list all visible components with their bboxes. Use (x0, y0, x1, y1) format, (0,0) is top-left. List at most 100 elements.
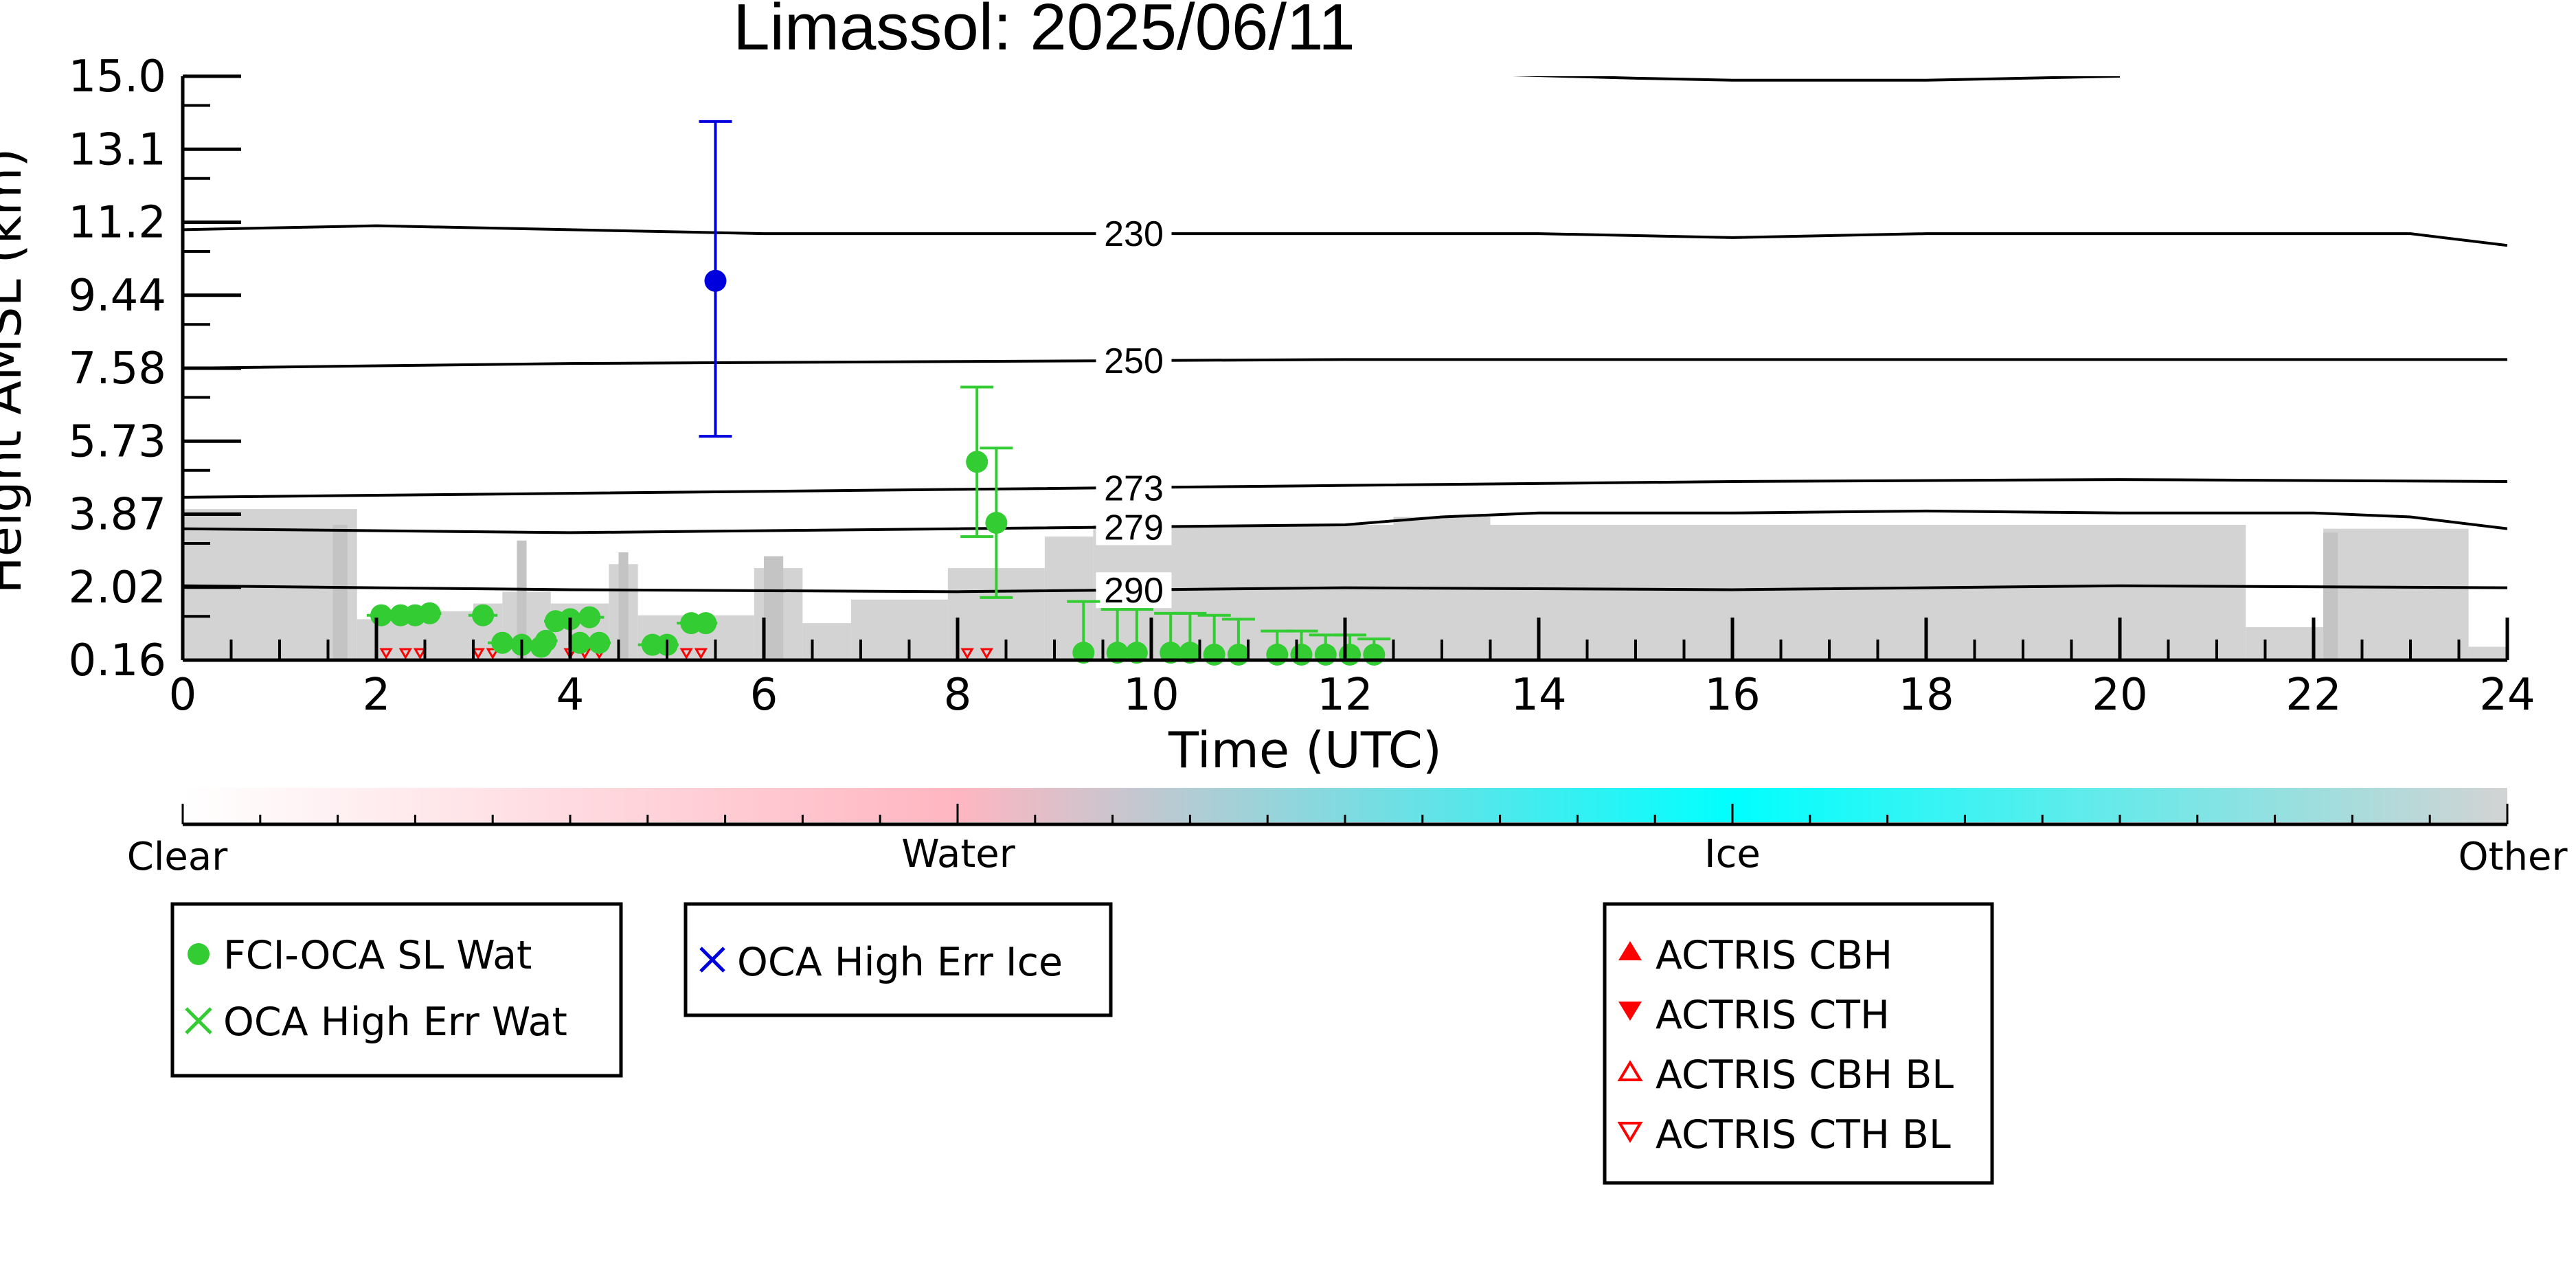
marker-circle (569, 631, 591, 654)
x-tick-label: 18 (1898, 670, 1954, 721)
y-tick-label: 0.16 (69, 635, 167, 686)
marker-circle (1290, 643, 1313, 666)
axes: 0 2 4 6 8 10 12 14 16 18 20 22 240.162.023.875.737.5… (69, 52, 2535, 721)
contour-label-bg (1096, 509, 1172, 545)
x-tick-label: 0 (169, 670, 197, 721)
x-tick-label: 20 (2092, 670, 2147, 721)
data-point (587, 631, 611, 654)
actris-marker (679, 648, 693, 659)
contour-line-210 (1512, 76, 2121, 82)
x-tick-label: 14 (1511, 670, 1566, 721)
contour-label-279: 279 (1104, 508, 1164, 548)
colorbar-label-ice: Ice (1704, 832, 1761, 877)
marker-circle (472, 604, 495, 626)
legend-label: FCI-OCA SL Wat (223, 933, 532, 978)
legend-marker-green-circle (188, 943, 210, 965)
legend-actris: ACTRIS CBH ACTRIS CTH ACTRIS CBH BL ACTR… (1603, 902, 1994, 1185)
marker-circle (491, 631, 514, 654)
data-point (960, 385, 994, 539)
contour-label-250: 250 (1104, 341, 1164, 381)
legend-oca-water: FCI-OCA SL Wat OCA High Err Wat (170, 902, 623, 1078)
x-tick-label: 2 (363, 670, 391, 721)
actris-marker (471, 648, 485, 659)
marker-circle (1363, 643, 1386, 666)
contour-label-230: 230 (1104, 214, 1164, 254)
x-tick-label: 6 (750, 670, 778, 721)
legend-label: OCA High Err Wat (223, 999, 567, 1045)
legend-marker-triangle-down-filled (1618, 1002, 1642, 1021)
background-spike (517, 540, 527, 660)
background-block (183, 509, 357, 660)
observation-background (183, 509, 2507, 660)
colorbar-label-other: Other (2458, 835, 2568, 879)
colorbar-label-water: Water (901, 832, 1016, 877)
marker-circle (1266, 643, 1289, 666)
data-point (1120, 608, 1153, 664)
marker-circle (985, 512, 1008, 534)
legend-marker-blue-x (699, 947, 725, 973)
contour-label-bg (1096, 572, 1172, 609)
contour-label-273: 273 (1104, 468, 1164, 508)
marker-circle (694, 612, 717, 635)
actris-marker (960, 648, 974, 659)
background-block (2323, 528, 2469, 660)
y-tick-label: 2.02 (69, 563, 167, 613)
background-spike (2323, 532, 2338, 660)
legend-box (170, 902, 623, 1078)
x-tick-label: 8 (944, 670, 972, 721)
x-tick-label: 24 (2479, 670, 2535, 721)
contour-line-279 (183, 509, 2507, 534)
y-tick-label: 9.44 (69, 271, 167, 321)
background-spike (764, 556, 784, 660)
x-tick-label: 16 (1704, 670, 1760, 721)
y-tick-label: 11.2 (69, 198, 167, 249)
marker-circle (1314, 643, 1337, 666)
legend-marker-triangle-down-open (1617, 1122, 1643, 1143)
legend-marker-triangle-up-filled (1618, 941, 1642, 960)
marker-circle (966, 451, 988, 473)
contour-line-230 (183, 224, 2507, 247)
background-block (2246, 626, 2324, 660)
contour-label-bg (1096, 343, 1172, 379)
legend-marker-green-x (185, 1007, 212, 1035)
legend-label: OCA High Err Ice (737, 940, 1063, 985)
actris-marker (413, 648, 427, 659)
y-axis-title: Height AMSL (km) (0, 148, 32, 594)
data-point (418, 602, 442, 624)
background-block (802, 623, 851, 660)
contour-label-bg (1096, 470, 1172, 506)
actris-marker (398, 648, 412, 659)
marker-circle (534, 629, 557, 652)
data-point (534, 629, 558, 652)
x-tick-label: 10 (1123, 670, 1179, 721)
actris-marker (980, 648, 993, 659)
actris-marker (379, 648, 393, 659)
background-block (1490, 524, 2246, 660)
colorbar: Clear Water Ice Other (127, 788, 2568, 879)
marker-circle (1179, 642, 1201, 664)
actris-marker (486, 648, 499, 659)
marker-circle (578, 606, 601, 629)
contour-line-273 (183, 478, 2507, 499)
legend-label: ACTRIS CBH BL (1656, 1052, 1954, 1098)
marker-circle (704, 269, 727, 292)
background-block (1044, 536, 1094, 660)
y-tick-label: 15.0 (69, 52, 167, 102)
marker-circle (588, 631, 611, 654)
marker-circle (1227, 643, 1250, 666)
colorbar-label-clear: Clear (127, 835, 228, 879)
contour-line-290 (183, 584, 2507, 594)
background-spike (618, 552, 629, 660)
marker-circle (1106, 642, 1129, 664)
marker-circle (418, 602, 441, 624)
legend-label: ACTRIS CTH BL (1656, 1112, 1951, 1157)
data-point (468, 604, 498, 626)
x-tick-label: 4 (556, 670, 585, 721)
data-point (694, 612, 718, 635)
legend-box (683, 902, 1113, 1017)
background-block (2468, 646, 2507, 660)
background-spike (332, 524, 348, 660)
x-tick-label: 22 (2285, 670, 2341, 721)
chart-title: Limassol: 2025/06/11 (733, 0, 1355, 64)
